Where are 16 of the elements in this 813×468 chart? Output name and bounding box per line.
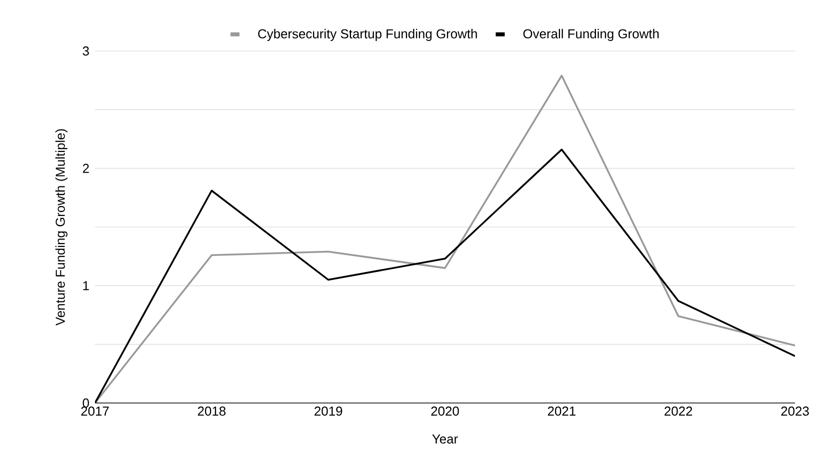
x-tick-label: 2018 — [198, 406, 226, 416]
y-tick-label: 2 — [82, 164, 89, 173]
x-axis-title: Year — [432, 434, 458, 444]
x-tick-label: 2022 — [664, 406, 692, 416]
legend-label: Overall Funding Growth — [523, 28, 659, 41]
y-axis-title: Venture Funding Growth (Multiple) — [55, 129, 68, 326]
line-series — [95, 74, 796, 403]
x-tick-label: 2017 — [81, 406, 109, 416]
y-tick-label: 1 — [83, 281, 89, 290]
x-tick-label: 2021 — [548, 406, 576, 416]
y-tick-label: 3 — [82, 46, 89, 56]
x-tick-label: 2023 — [781, 406, 809, 416]
x-tick-label: 2019 — [314, 406, 342, 416]
legend-label: Cybersecurity Startup Funding Growth — [258, 28, 477, 41]
line-series — [95, 148, 796, 403]
x-tick-label: 2020 — [431, 406, 459, 416]
